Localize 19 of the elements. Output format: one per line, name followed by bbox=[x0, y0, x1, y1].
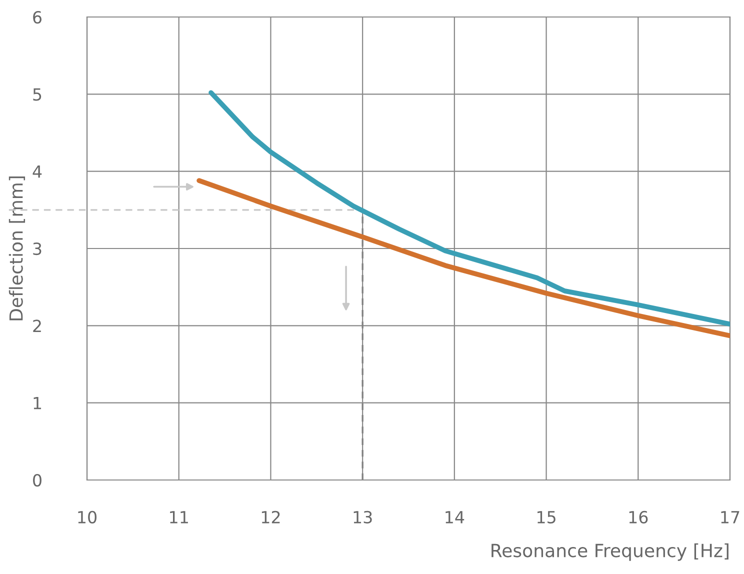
x-tick-label: 13 bbox=[354, 510, 372, 524]
x-axis-title: Resonance Frequency [Hz] bbox=[492, 543, 728, 561]
x-tick-label: 14 bbox=[446, 511, 464, 524]
x-tick-label: 16 bbox=[629, 510, 648, 524]
y-tick-label: 4 bbox=[32, 166, 42, 178]
y-tick-label: 6 bbox=[33, 10, 42, 24]
y-tick-label: 2 bbox=[33, 320, 41, 332]
x-tick-label: 15 bbox=[538, 511, 556, 524]
y-tick-label: 1 bbox=[34, 397, 42, 410]
y-tick-label: 3 bbox=[33, 242, 42, 256]
x-tick-label: 11 bbox=[170, 511, 188, 524]
x-tick-label: 17 bbox=[721, 511, 740, 524]
x-tick-label: 12 bbox=[262, 510, 280, 524]
y-tick-label: 5 bbox=[33, 88, 42, 101]
line-series bbox=[208, 90, 730, 327]
line-series bbox=[196, 178, 730, 338]
x-tick-label: 10 bbox=[78, 510, 96, 524]
y-axis-title: Deflection [mm] bbox=[8, 176, 26, 320]
y-tick-label: 0 bbox=[33, 474, 42, 487]
